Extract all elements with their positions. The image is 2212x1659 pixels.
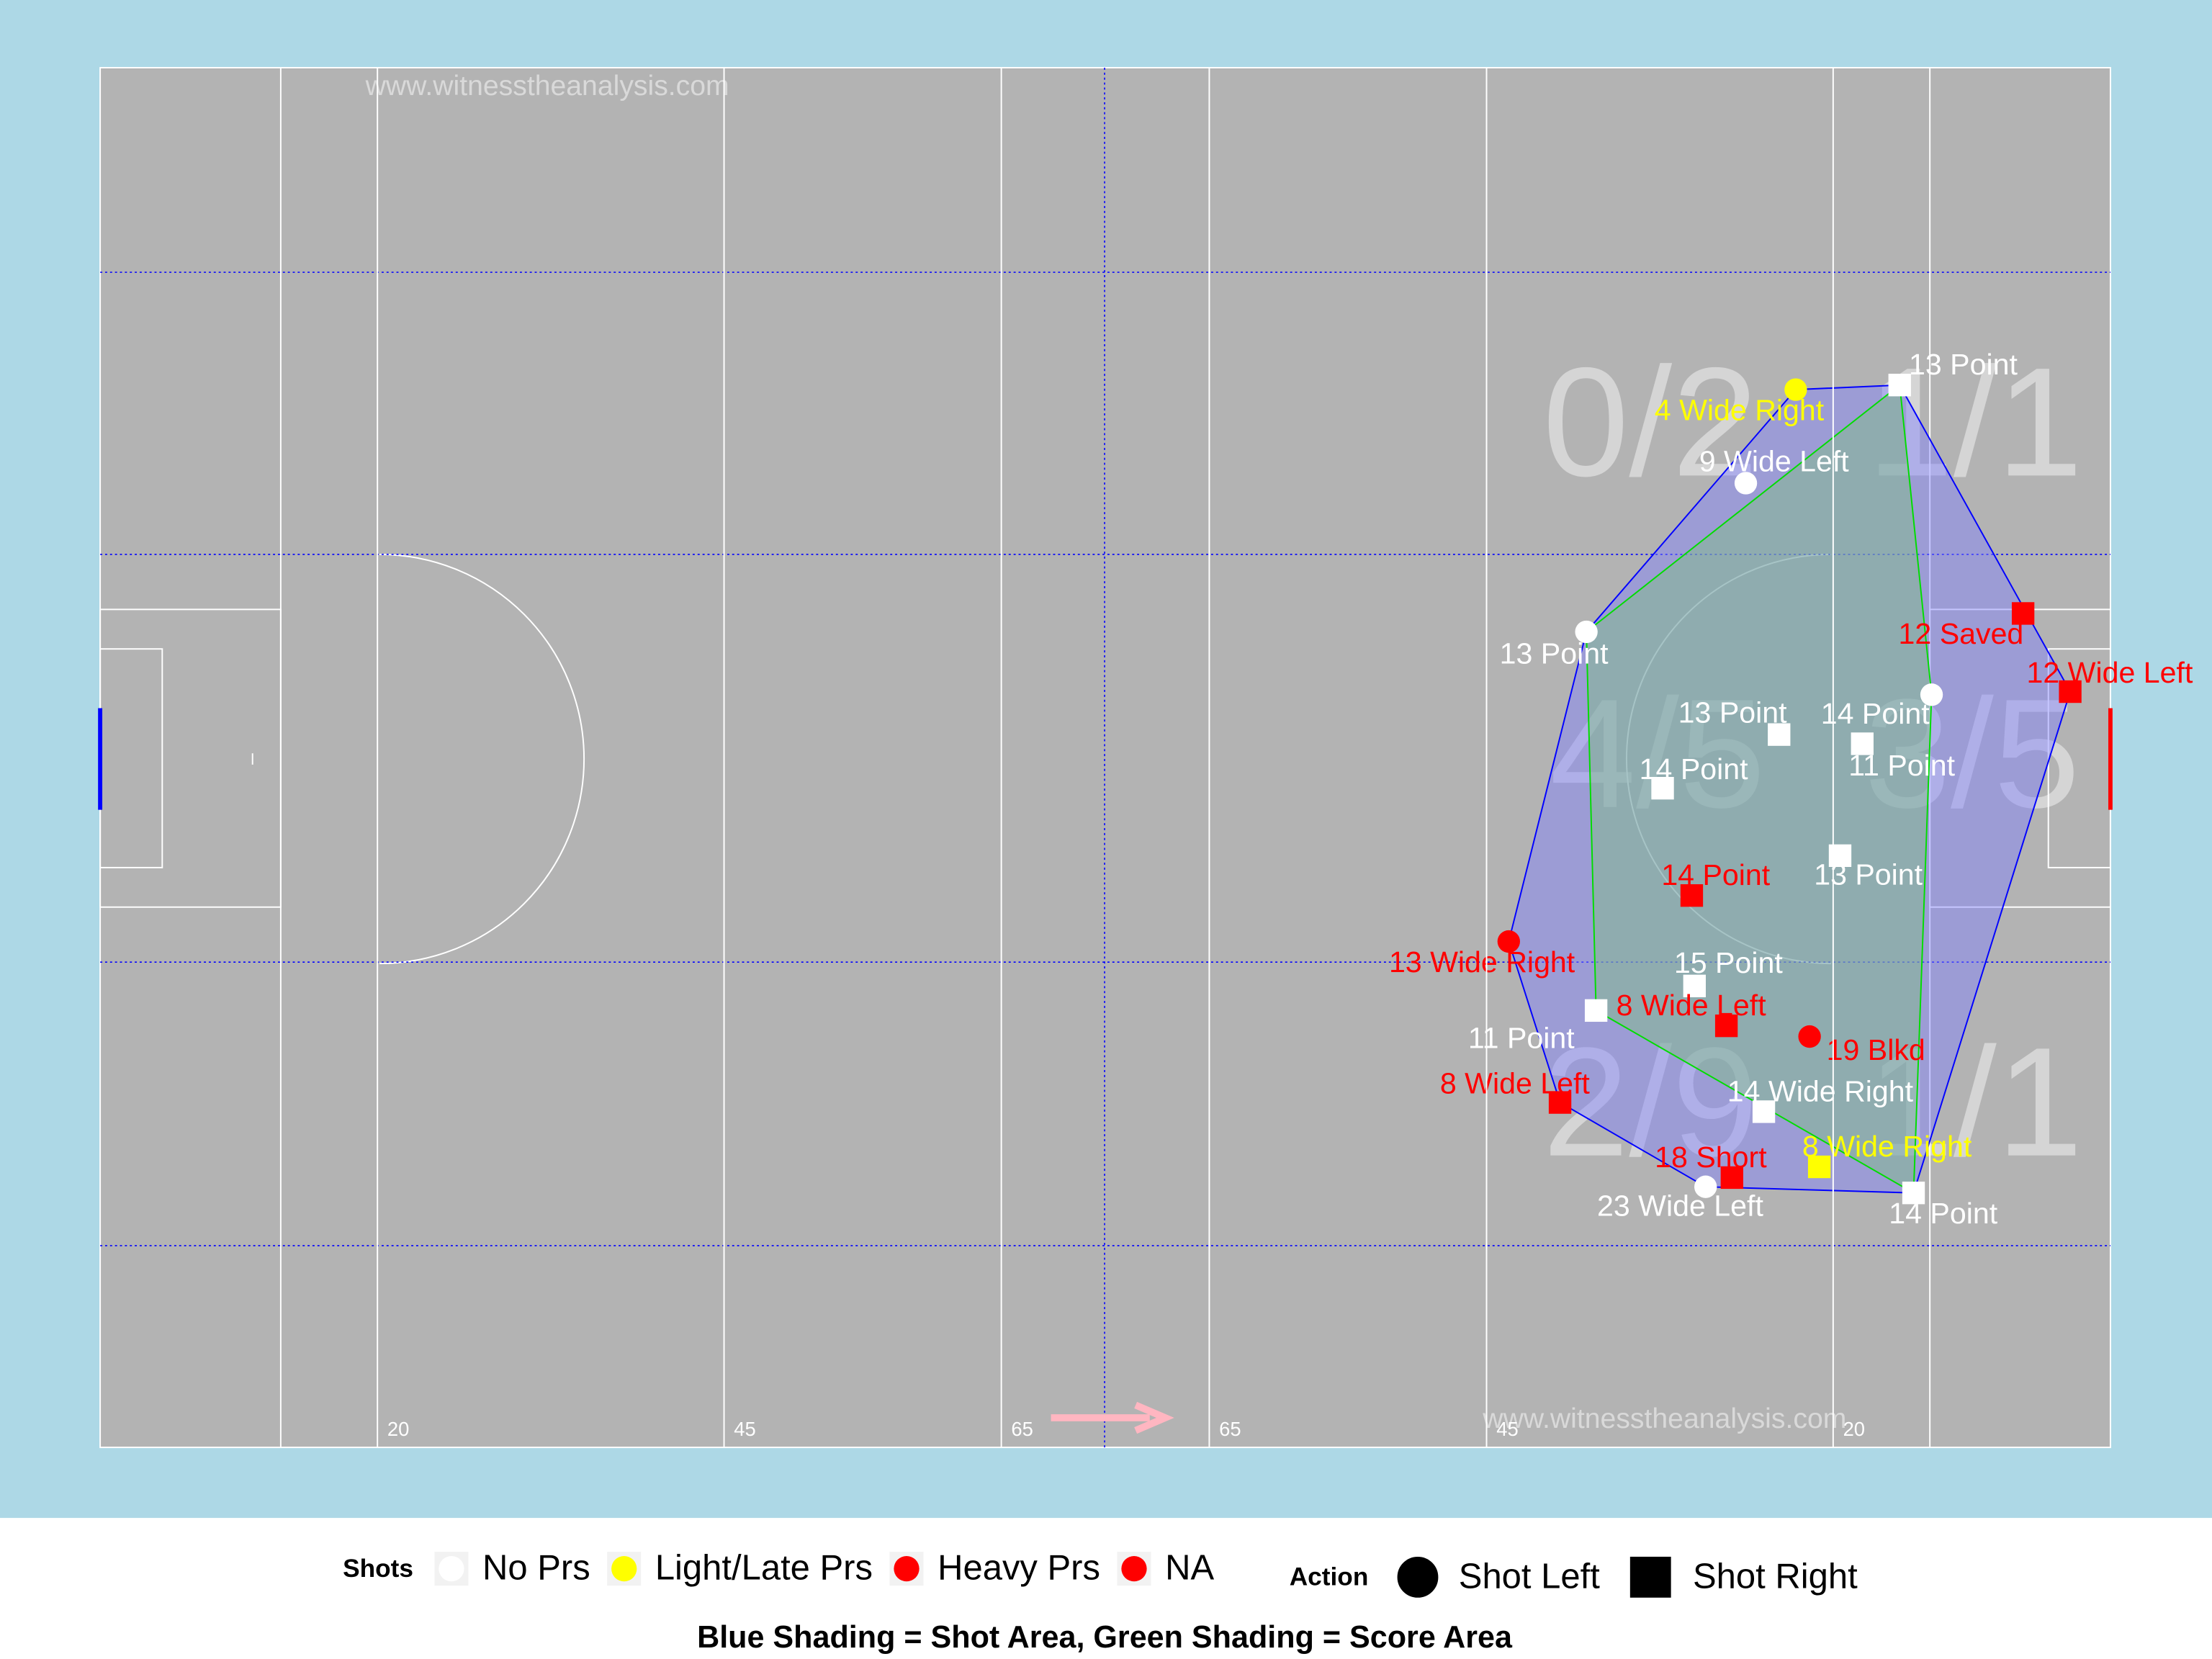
zones: 0/2 1/14/5 3/52/9 1/1 — [1542, 335, 2082, 1188]
legend-symbol — [1395, 1555, 1440, 1599]
shot-label: 13 Point — [1814, 858, 1923, 891]
shot-point — [1497, 930, 1520, 953]
shot-point — [1851, 732, 1874, 755]
shot-point — [1768, 723, 1791, 746]
shot-point — [1807, 1155, 1831, 1179]
shot-point — [1680, 884, 1704, 907]
shot-label: 12 Saved — [1899, 617, 2024, 650]
shot-point — [1651, 776, 1674, 800]
shot-point — [1734, 472, 1758, 495]
zone-ratio: 3/5 — [1864, 667, 2080, 840]
shot-point — [1575, 620, 1598, 644]
legend-label: No Prs — [482, 1549, 590, 1588]
legend: Shots Action Shot Left Shot Right Blue S… — [343, 1549, 1858, 1655]
zone-ratio: 4/5 — [1550, 667, 1766, 840]
shot-label: 11 Point — [1848, 749, 1955, 782]
x-tick-label: 45 — [1496, 1418, 1518, 1440]
x-tick-label: 65 — [1011, 1418, 1033, 1440]
zone-ratio: 2/9 — [1542, 1015, 1758, 1189]
shot-point — [1714, 1014, 1738, 1038]
shot-label: 15 Point — [1674, 946, 1783, 979]
caption: Blue Shading = Shot Area, Green Shading … — [697, 1620, 1513, 1655]
shot-label: 9 Wide Left — [1699, 444, 1850, 477]
legend-label: Shot Left — [1459, 1557, 1600, 1596]
watermark: www.witnesstheanalysis.com — [1482, 1403, 1846, 1434]
shot-point — [1920, 683, 1943, 706]
legend-symbol — [894, 1555, 920, 1582]
legend-title: Shots — [343, 1555, 413, 1583]
zone-ratio: 0/2 — [1542, 335, 1758, 508]
x-tick-label: 20 — [387, 1418, 409, 1440]
shot-point — [1720, 1166, 1743, 1190]
shot-point — [1752, 1100, 1776, 1123]
shot-label: 23 Wide Left — [1597, 1189, 1763, 1222]
shot-label: 13 Point — [1500, 637, 1609, 670]
x-tick-label: 45 — [734, 1418, 755, 1440]
watermark: www.witnesstheanalysis.com — [365, 71, 729, 102]
shot-label: 14 Point — [1640, 752, 1748, 786]
shot-point — [1798, 1025, 1821, 1048]
hulls — [1508, 383, 2072, 1195]
legend-title: Action — [1290, 1563, 1369, 1591]
shot-label: 13 Point — [1909, 348, 2018, 381]
shot-label: 18 Short — [1655, 1141, 1767, 1174]
shot-label: 8 Wide Right — [1802, 1130, 1972, 1163]
legend-label: Shot Right — [1693, 1557, 1858, 1596]
legend-label: NA — [1165, 1549, 1214, 1588]
arc — [1625, 553, 1832, 965]
shot-point — [2059, 680, 2082, 703]
legend-symbol — [611, 1555, 637, 1582]
shot-label: 8 Wide Left — [1440, 1066, 1591, 1100]
shot-label: 12 Wide Left — [2027, 656, 2193, 689]
shot-label: 4 Wide Right — [1655, 393, 1825, 426]
shot-point — [1548, 1091, 1572, 1114]
shot-point — [1902, 1182, 1925, 1205]
score-area — [1586, 383, 1933, 1195]
shot-label: 14 Point — [1661, 858, 1770, 891]
direction-arrow — [1051, 1401, 1174, 1434]
shot-point — [1584, 999, 1608, 1022]
zone-ratio: 1/1 — [1867, 1015, 2083, 1189]
shot-point — [1888, 374, 1911, 397]
legend-symbol — [1121, 1555, 1147, 1582]
pitch — [99, 67, 2111, 1449]
shot-label: 8 Wide Left — [1617, 989, 1767, 1022]
arc — [379, 553, 585, 965]
shot-label: 13 Wide Right — [1389, 945, 1575, 979]
shot-label: 14 Point — [1889, 1197, 1997, 1230]
legend-label: Light/Late Prs — [655, 1549, 873, 1588]
shot-point — [2011, 602, 2035, 625]
x-tick-label: 65 — [1219, 1418, 1241, 1440]
legend-symbol — [1628, 1555, 1673, 1599]
shot-label: 19 Blkd — [1827, 1033, 1925, 1066]
shot-label: 14 Point — [1821, 697, 1930, 730]
shot-label: 11 Point — [1468, 1021, 1575, 1054]
shot-point — [1784, 378, 1807, 401]
shot-point — [1683, 974, 1706, 997]
legend-symbol — [439, 1555, 464, 1582]
x-tick-label: 20 — [1843, 1418, 1865, 1440]
legend-label: Heavy Prs — [938, 1549, 1100, 1588]
guide-lines — [100, 68, 2110, 1448]
shot-label: 14 Wide Right — [1727, 1074, 1914, 1107]
shot-point — [1694, 1175, 1717, 1198]
shot-label: 13 Point — [1678, 696, 1787, 729]
